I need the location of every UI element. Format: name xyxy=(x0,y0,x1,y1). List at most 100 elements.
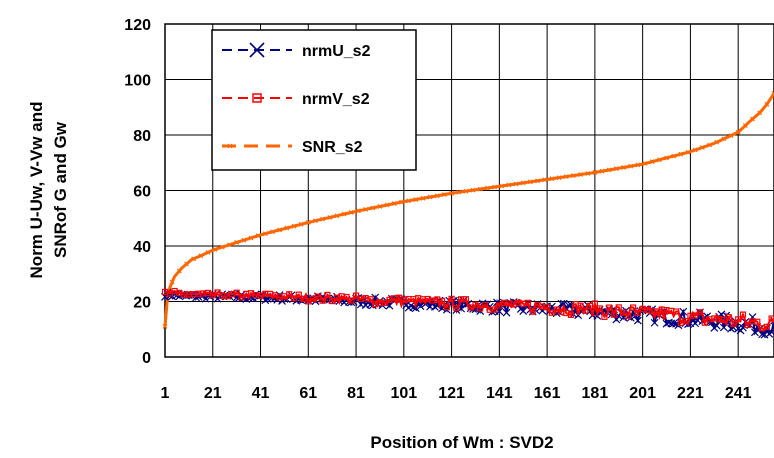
data-point-SNR_s2 xyxy=(742,123,748,128)
data-point-nrmV_s2 xyxy=(453,304,460,312)
data-point-SNR_s2 xyxy=(678,151,684,157)
data-point-nrmV_s2 xyxy=(477,305,484,312)
data-point-nrmV_s2 xyxy=(343,293,350,301)
data-point-nrmV_s2 xyxy=(577,302,584,309)
y-tick-label: 100 xyxy=(124,73,151,90)
data-point-SNR_s2 xyxy=(377,204,383,209)
data-point-nrmV_s2 xyxy=(448,295,455,302)
x-tick-label: 81 xyxy=(347,385,365,402)
x-tick-label: 241 xyxy=(725,385,752,402)
data-point-SNR_s2 xyxy=(499,183,505,189)
data-point-nrmV_s2 xyxy=(481,301,489,308)
x-tick-label: 161 xyxy=(534,385,561,402)
data-point-SNR_s2 xyxy=(606,167,612,173)
series-nrmV_s2 xyxy=(161,287,774,332)
data-point-nrmU_s2 xyxy=(192,293,200,302)
data-point-SNR_s2 xyxy=(234,240,240,245)
data-point-nrmV_s2 xyxy=(629,304,637,311)
data-point-SNR_s2 xyxy=(441,192,447,197)
y-axis-title-line-2-text: SNRof G and Gw xyxy=(51,121,70,258)
data-point-SNR_s2 xyxy=(513,181,519,187)
data-point-SNR_s2 xyxy=(241,237,247,243)
data-point-SNR_s2 xyxy=(248,235,254,241)
data-point-nrmV_s2 xyxy=(725,313,732,321)
data-point-nrmU_s2 xyxy=(559,299,568,308)
data-point-nrmV_s2 xyxy=(491,306,498,313)
data-point-nrmV_s2 xyxy=(596,305,603,312)
data-point-nrmU_s2 xyxy=(679,307,688,316)
data-point-nrmV_s2 xyxy=(352,292,360,299)
data-point-nrmV_s2 xyxy=(696,309,704,316)
data-point-nrmV_s2 xyxy=(735,316,742,323)
data-point-SNR_s2 xyxy=(599,168,605,174)
data-point-nrmV_s2 xyxy=(319,297,326,304)
data-point-SNR_s2 xyxy=(549,176,555,182)
data-point-SNR_s2 xyxy=(635,162,641,168)
data-point-nrmV_s2 xyxy=(214,289,221,296)
y-tick-label: 0 xyxy=(142,350,151,367)
x-tick-label: 41 xyxy=(252,385,270,402)
data-point-nrmV_s2 xyxy=(233,289,240,296)
x-tick-label: 181 xyxy=(582,385,609,402)
data-point-SNR_s2 xyxy=(470,187,476,193)
data-point-SNR_s2 xyxy=(391,201,397,206)
data-point-SNR_s2 xyxy=(456,189,462,195)
data-point-SNR_s2 xyxy=(592,170,598,175)
legend: nrmU_s2 nrmV_s2 SNR_s2 xyxy=(211,29,417,171)
data-point-SNR_s2 xyxy=(406,198,412,204)
y-tick-label: 40 xyxy=(133,239,151,256)
data-point-SNR_s2 xyxy=(270,229,275,235)
data-point-SNR_s2 xyxy=(642,161,648,166)
data-point-SNR_s2 xyxy=(176,268,182,274)
data-point-nrmV_s2 xyxy=(625,312,632,319)
x-tick-label: 121 xyxy=(438,385,465,402)
data-point-nrmV_s2 xyxy=(763,323,770,330)
data-point-SNR_s2 xyxy=(764,102,770,107)
data-point-SNR_s2 xyxy=(664,155,669,161)
series-line-SNR_s2 xyxy=(163,92,774,327)
data-point-nrmU_s2 xyxy=(519,307,528,315)
data-point-SNR_s2 xyxy=(219,244,225,250)
x-tick-label: 101 xyxy=(390,385,417,402)
data-point-nrmV_s2 xyxy=(567,311,575,318)
data-point-SNR_s2 xyxy=(205,249,211,255)
data-point-SNR_s2 xyxy=(613,166,619,172)
data-point-nrmV_s2 xyxy=(582,307,589,314)
y-axis-ticks: 0 20 40 60 80 100 120 xyxy=(124,17,151,367)
x-tick-label: 221 xyxy=(677,385,704,402)
data-point-nrmU_s2 xyxy=(650,318,659,327)
data-point-SNR_s2 xyxy=(320,216,326,222)
data-point-SNR_s2 xyxy=(363,206,369,212)
x-tick-label: 21 xyxy=(204,385,222,402)
data-point-SNR_s2 xyxy=(671,153,677,159)
data-point-nrmV_s2 xyxy=(238,294,245,301)
legend-label: SNR_s2 xyxy=(302,139,363,156)
data-point-SNR_s2 xyxy=(563,174,569,180)
data-point-SNR_s2 xyxy=(169,279,175,285)
y-tick-label: 80 xyxy=(133,128,151,145)
data-point-SNR_s2 xyxy=(656,157,662,163)
data-point-SNR_s2 xyxy=(262,231,268,237)
x-axis-ticks: 1 21 41 61 81 101 121 141 161 181 201 221 241 xyxy=(161,385,752,402)
data-point-nrmU_s2 xyxy=(669,319,678,328)
data-point-SNR_s2 xyxy=(621,165,626,170)
data-point-SNR_s2 xyxy=(291,223,297,229)
legend-marker xyxy=(252,93,262,103)
data-point-nrmV_s2 xyxy=(462,296,470,303)
data-point-SNR_s2 xyxy=(692,147,698,153)
data-point-nrmU_s2 xyxy=(758,330,766,339)
legend-marker xyxy=(249,42,265,58)
data-point-nrmU_s2 xyxy=(416,302,425,311)
data-point-nrmV_s2 xyxy=(367,296,374,303)
legend-marker xyxy=(227,143,233,149)
data-point-nrmV_s2 xyxy=(548,309,555,316)
data-point-SNR_s2 xyxy=(699,145,705,150)
data-point-SNR_s2 xyxy=(556,175,562,181)
data-point-SNR_s2 xyxy=(370,205,376,211)
data-point-SNR_s2 xyxy=(714,139,720,145)
data-point-nrmV_s2 xyxy=(606,304,613,311)
data-point-SNR_s2 xyxy=(420,195,426,201)
x-axis-title: Position of Wm : SVD2 xyxy=(370,433,553,452)
data-point-SNR_s2 xyxy=(484,185,490,191)
data-point-SNR_s2 xyxy=(284,225,290,231)
